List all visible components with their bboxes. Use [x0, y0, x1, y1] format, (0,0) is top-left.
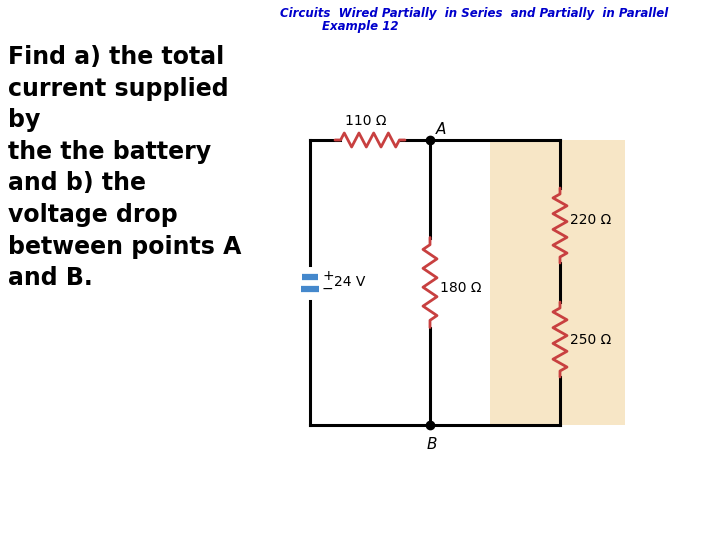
Text: 24 V: 24 V: [334, 275, 365, 289]
Bar: [490, 140, 625, 425]
Text: B: B: [427, 437, 437, 452]
Text: 110 Ω: 110 Ω: [345, 114, 387, 128]
Text: 180 Ω: 180 Ω: [440, 280, 482, 294]
Text: −: −: [322, 281, 333, 295]
Text: 220 Ω: 220 Ω: [570, 213, 611, 227]
Text: 250 Ω: 250 Ω: [570, 333, 611, 347]
Text: Find a) the total
current supplied
by
the the battery
and b) the
voltage drop
be: Find a) the total current supplied by th…: [8, 45, 241, 290]
Text: A: A: [436, 122, 446, 137]
Text: +: +: [322, 269, 333, 284]
Text: Circuits  Wired Partially  in Series  and Partially  in Parallel: Circuits Wired Partially in Series and P…: [280, 7, 668, 20]
Text: Example 12: Example 12: [322, 20, 398, 33]
